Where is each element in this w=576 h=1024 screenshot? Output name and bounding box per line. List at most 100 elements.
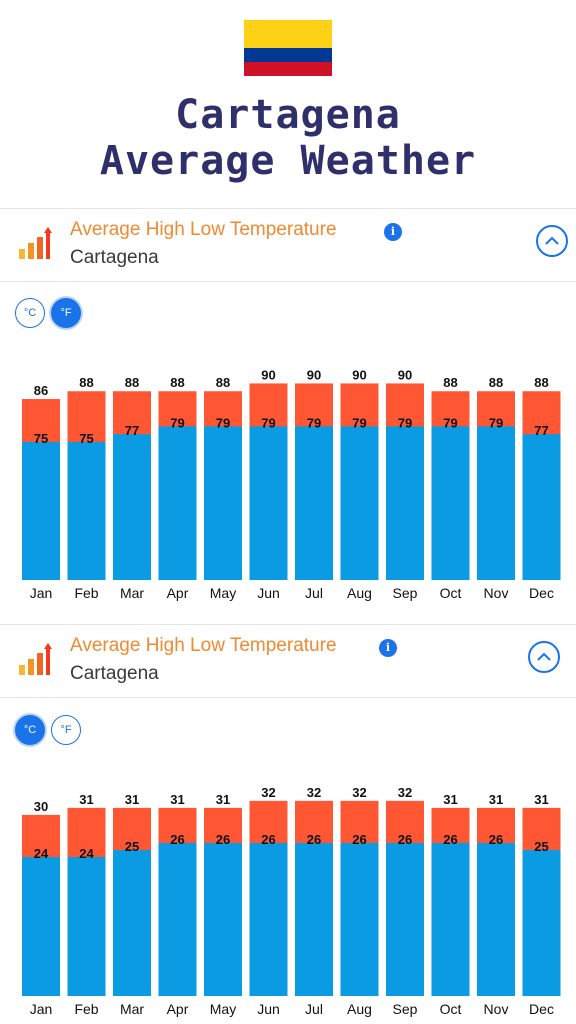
panel-location: Cartagena (70, 663, 159, 684)
tick-label-may: May (210, 585, 236, 601)
label-high-aug: 32 (352, 785, 366, 800)
temperature-chart-fahrenheit: 86 75 Jan 88 75 Feb 88 77 Mar 88 79 Apr 88 79 May 90 79 J… (0, 368, 576, 608)
label-high-nov: 88 (489, 375, 503, 390)
label-high-apr: 88 (170, 375, 184, 390)
panel-header-celsius: Average High Low Temperature Cartagena i (0, 624, 576, 698)
label-high-feb: 88 (79, 375, 93, 390)
label-high-aug: 90 (352, 368, 366, 382)
tick-label-dec: Dec (529, 1001, 554, 1017)
label-low-mar: 25 (125, 839, 139, 854)
chart-svg: 86 75 Jan 88 75 Feb 88 77 Mar 88 79 Apr 88 79 May 90 79 J… (22, 368, 561, 601)
colombia-flag (244, 20, 332, 76)
label-low-jul: 79 (307, 415, 321, 430)
info-icon[interactable]: i (379, 639, 397, 657)
tick-label-mar: Mar (120, 585, 144, 601)
tick-label-jan: Jan (30, 1001, 53, 1017)
bar-low-nov (477, 426, 515, 580)
bar-low-may (204, 842, 242, 996)
bar-chart-icon (19, 227, 52, 259)
label-low-nov: 26 (489, 832, 503, 847)
tick-label-may: May (210, 1001, 236, 1017)
bar-low-sep (386, 426, 424, 580)
flag-stripe-blue (244, 48, 332, 62)
label-high-jun: 32 (261, 785, 275, 800)
label-low-apr: 26 (170, 832, 184, 847)
tick-label-jan: Jan (30, 585, 53, 601)
tick-label-oct: Oct (440, 585, 462, 601)
bar-low-oct (431, 842, 470, 996)
label-low-jan: 75 (34, 431, 48, 446)
tick-label-aug: Aug (347, 585, 372, 601)
bar-low-jan (22, 857, 60, 996)
chart-svg: 30 24 Jan 31 24 Feb 31 25 Mar 31 26 Apr 31 26 May 32 26 J… (22, 785, 561, 1017)
tick-label-oct: Oct (440, 1001, 462, 1017)
bar-low-dec (522, 849, 561, 996)
label-low-jan: 24 (34, 846, 49, 861)
label-high-may: 31 (216, 792, 230, 807)
label-low-feb: 24 (79, 846, 94, 861)
flag-stripe-red (244, 62, 332, 76)
tick-label-feb: Feb (74, 1001, 98, 1017)
tick-label-apr: Apr (167, 1001, 189, 1017)
bar-low-aug (340, 426, 379, 580)
bar-low-mar (113, 434, 151, 580)
label-high-jan: 86 (34, 383, 48, 398)
collapse-button[interactable] (528, 641, 560, 673)
label-high-dec: 88 (534, 375, 548, 390)
page-title-line1: Cartagena (175, 92, 401, 138)
label-low-mar: 77 (125, 423, 139, 438)
bar-low-may (204, 426, 242, 580)
label-high-mar: 88 (125, 375, 139, 390)
bar-low-sep (386, 842, 424, 996)
bar-low-jul (295, 842, 333, 996)
page-title-line2: Average Weather (99, 138, 477, 184)
tick-label-jul: Jul (305, 1001, 323, 1017)
collapse-button[interactable] (536, 225, 568, 257)
tick-label-sep: Sep (393, 1001, 418, 1017)
label-low-sep: 79 (398, 415, 412, 430)
celsius-toggle[interactable]: °C (15, 298, 45, 328)
bar-low-mar (113, 849, 151, 996)
bar-low-apr (158, 426, 197, 580)
label-high-jan: 30 (34, 799, 48, 814)
bar-low-nov (477, 842, 515, 996)
flag-stripe-yellow (244, 20, 332, 48)
fahrenheit-toggle[interactable]: °F (51, 715, 81, 745)
label-high-nov: 31 (489, 792, 503, 807)
label-high-mar: 31 (125, 792, 139, 807)
tick-label-nov: Nov (484, 585, 509, 601)
page-title: Cartagena Average Weather (0, 92, 576, 184)
tick-label-mar: Mar (120, 1001, 144, 1017)
label-low-oct: 26 (443, 832, 457, 847)
tick-label-apr: Apr (167, 585, 189, 601)
tick-label-sep: Sep (393, 585, 418, 601)
celsius-toggle[interactable]: °C (15, 715, 45, 745)
chevron-up-icon (545, 236, 559, 245)
label-high-apr: 31 (170, 792, 184, 807)
label-high-jul: 90 (307, 368, 321, 382)
label-low-sep: 26 (398, 832, 412, 847)
label-high-sep: 32 (398, 785, 412, 800)
label-low-oct: 79 (443, 415, 457, 430)
tick-label-jul: Jul (305, 585, 323, 601)
tick-label-jun: Jun (257, 585, 280, 601)
label-high-dec: 31 (534, 792, 548, 807)
bar-low-feb (67, 441, 106, 580)
info-icon[interactable]: i (384, 223, 402, 241)
label-high-oct: 88 (443, 375, 457, 390)
panel-location: Cartagena (70, 247, 159, 268)
label-high-jun: 90 (261, 368, 275, 382)
label-low-dec: 25 (534, 839, 548, 854)
label-low-jun: 26 (261, 832, 275, 847)
panel-title: Average High Low Temperature (70, 219, 337, 240)
bar-low-apr (158, 842, 197, 996)
fahrenheit-toggle[interactable]: °F (51, 298, 81, 328)
label-low-may: 79 (216, 415, 230, 430)
temperature-chart-celsius: 30 24 Jan 31 24 Feb 31 25 Mar 31 26 Apr 31 26 May 32 26 J… (0, 784, 576, 1024)
label-low-aug: 79 (352, 415, 366, 430)
bar-low-aug (340, 842, 379, 996)
chevron-up-icon (537, 652, 551, 661)
bar-low-feb (67, 857, 106, 996)
bar-low-jan (22, 441, 60, 580)
bar-chart-icon (19, 643, 52, 675)
